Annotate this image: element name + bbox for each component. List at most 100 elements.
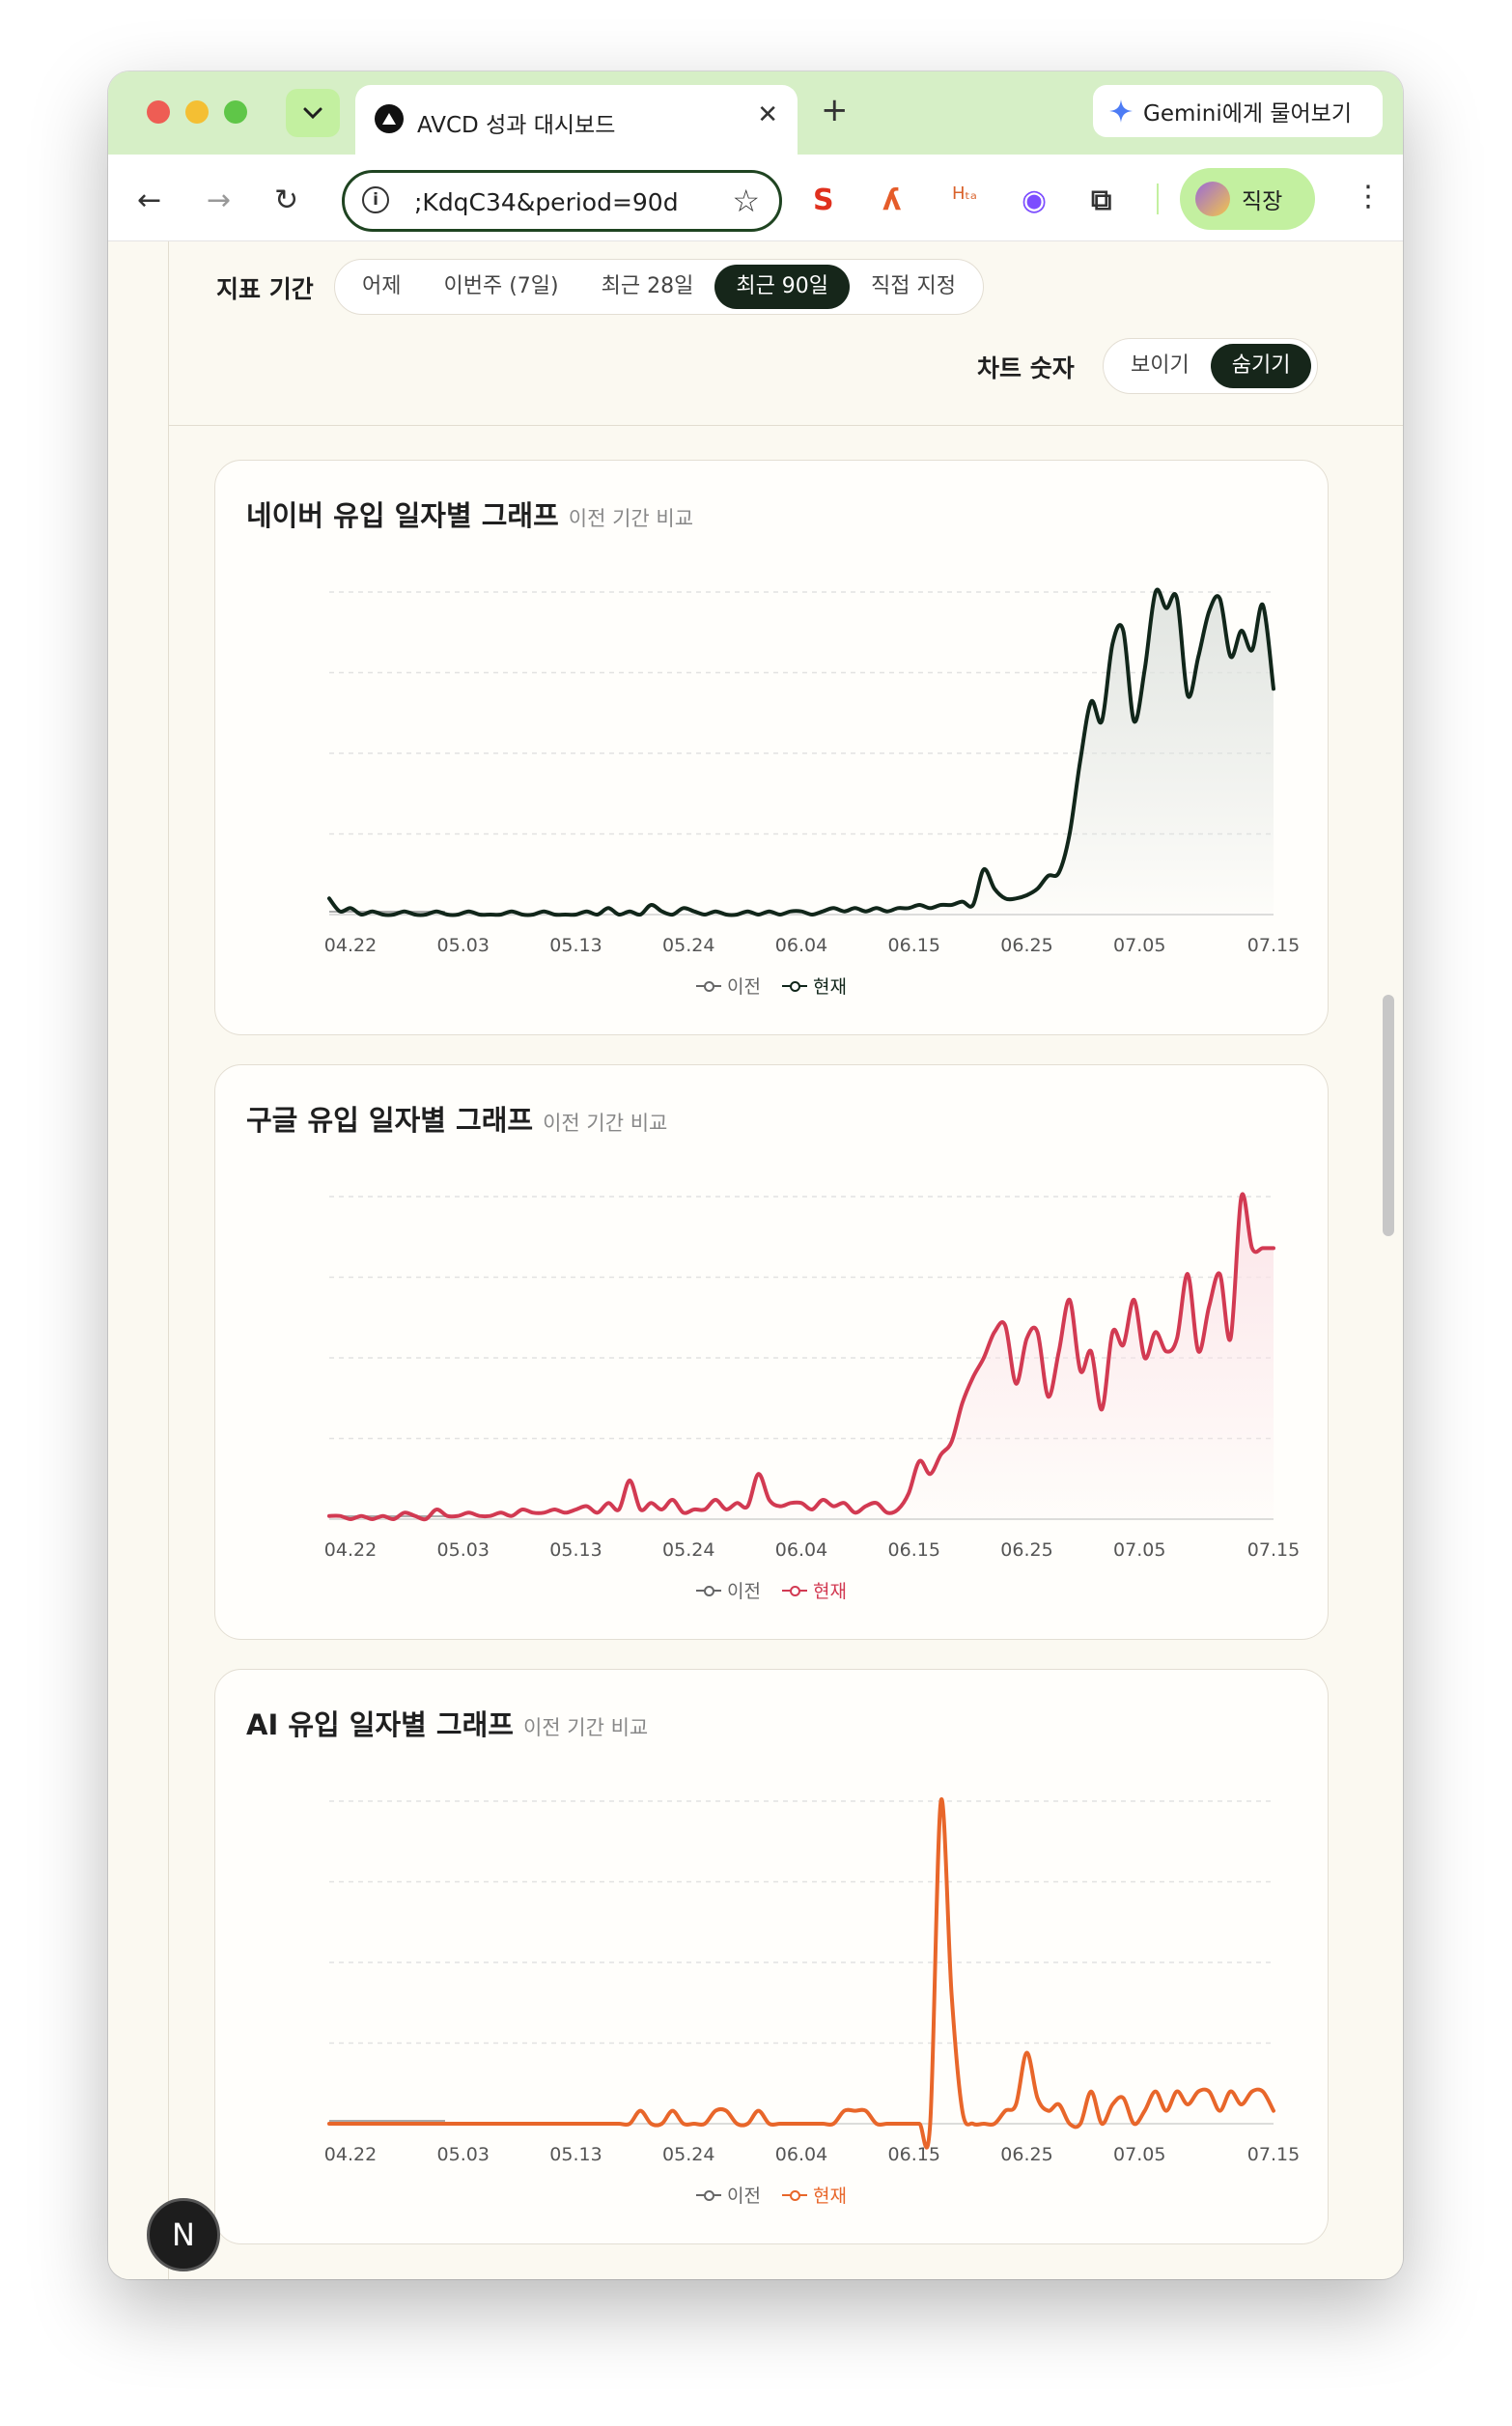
reload-button[interactable]: ↻ <box>274 183 299 217</box>
legend-current-label: 현재 <box>813 1581 847 1602</box>
legend-previous-label: 이전 <box>727 976 761 998</box>
x-tick-label: 05.13 <box>549 2144 602 2165</box>
chart-numbers-show[interactable]: 보이기 <box>1131 353 1190 378</box>
current-series-line <box>327 587 1275 917</box>
menu-kebab-icon[interactable]: ⋮ <box>1354 180 1383 213</box>
close-window-button[interactable] <box>147 100 170 124</box>
toolbar-divider <box>1157 183 1159 214</box>
gemini-sparkle-icon <box>1109 99 1133 123</box>
x-tick-label: 06.15 <box>888 2144 940 2165</box>
sidebar-divider <box>168 241 169 2279</box>
x-tick-label: 05.03 <box>437 2144 490 2165</box>
seo-extension-icon[interactable]: S <box>813 183 834 217</box>
ai-chart: 04.22 05.03 05.13 05.24 06.04 06.15 06.25 07.05… <box>324 1796 1300 2165</box>
gemini-button[interactable]: Gemini에게 물어보기 <box>1093 85 1383 137</box>
period-option-90-days[interactable]: 최근 90일 <box>714 265 851 309</box>
chart-title: 네이버 유입 일자별 그래프 이전 기간 비교 <box>246 494 693 534</box>
avatar <box>1195 182 1230 216</box>
x-tick-label: 07.15 <box>1247 2144 1300 2165</box>
brush-extension-icon[interactable]: ʎ <box>882 183 902 217</box>
x-tick-label: 04.22 <box>324 2144 377 2165</box>
x-tick-label: 05.03 <box>437 935 490 956</box>
chart-subtitle: 이전 기간 비교 <box>543 1112 668 1135</box>
period-option-28-days[interactable]: 최근 28일 <box>601 274 694 298</box>
title-bar: AVCD 성과 대시보드 ✕ + Gemini에게 물어보기 <box>108 71 1403 155</box>
google-chart: 04.22 05.03 05.13 05.24 06.04 06.15 06.25 07.05… <box>324 1192 1300 1561</box>
legend-current-label: 현재 <box>813 2186 847 2207</box>
scrollbar-thumb[interactable] <box>1383 995 1394 1236</box>
chart-title-text: 구글 유입 일자별 그래프 <box>246 1104 534 1137</box>
gemini-label: Gemini에게 물어보기 <box>1143 101 1353 127</box>
color-picker-extension-icon[interactable]: ◉ <box>1022 183 1048 217</box>
back-button[interactable]: ← <box>137 183 162 217</box>
x-tick-label: 06.25 <box>1000 2144 1052 2165</box>
chart-legend: 이전 현재 <box>215 2182 1328 2208</box>
chart-legend: 이전 현재 <box>215 973 1328 999</box>
chart-numbers-hide[interactable]: 숨기기 <box>1210 344 1312 388</box>
x-tick-label: 04.22 <box>324 1539 377 1561</box>
page-content: 지표 기간 어제 이번주 (7일) 최근 28일 최근 90일 직접 지정 차트… <box>108 241 1403 2279</box>
forward-button[interactable]: → <box>207 183 232 217</box>
tab-close-icon[interactable]: ✕ <box>757 100 778 129</box>
legend-previous[interactable]: 이전 <box>696 2182 761 2208</box>
zoom-window-button[interactable] <box>224 100 247 124</box>
x-tick-label: 07.15 <box>1247 1539 1300 1561</box>
naver-chart: 04.22 05.03 05.13 05.24 06.04 06.15 06.25 07.05… <box>324 587 1300 956</box>
bookmark-star-icon[interactable]: ☆ <box>732 183 760 219</box>
x-tick-label: 06.15 <box>888 935 940 956</box>
htag-extension-icon[interactable]: Hₜₐ <box>952 183 977 204</box>
current-series-line <box>327 1796 1275 2150</box>
puzzle-extension-icon[interactable]: ⧉ <box>1091 183 1112 217</box>
legend-previous-marker <box>696 980 722 992</box>
chart-numbers-toggle: 보이기 숨기기 <box>1103 338 1319 394</box>
legend-current[interactable]: 현재 <box>782 2182 847 2208</box>
x-tick-label: 05.24 <box>662 2144 714 2165</box>
naver-chart-card: 네이버 유입 일자별 그래프 이전 기간 비교 04.22 05.03 05.13 05… <box>214 460 1329 1035</box>
legend-current-marker <box>782 2189 807 2201</box>
ai-chart-card: AI 유입 일자별 그래프 이전 기간 비교 04.22 05.03 05.13 05.… <box>214 1669 1329 2244</box>
x-tick-label: 05.13 <box>549 935 602 956</box>
period-option-this-week[interactable]: 이번주 (7일) <box>443 274 559 298</box>
legend-previous[interactable]: 이전 <box>696 973 761 999</box>
period-segmented-control: 어제 이번주 (7일) 최근 28일 최근 90일 직접 지정 <box>334 259 985 315</box>
x-tick-label: 05.13 <box>549 1539 602 1561</box>
profile-button[interactable]: 직장 <box>1180 168 1315 230</box>
address-bar[interactable]: i ​;KdqC34&period=90d ☆ <box>342 170 782 232</box>
google-chart-card: 구글 유입 일자별 그래프 이전 기간 비교 04.22 05.03 05.13 05.… <box>214 1064 1329 1640</box>
current-series-line <box>327 1192 1275 1522</box>
x-tick-label: 05.24 <box>662 1539 714 1561</box>
site-info-icon[interactable]: i <box>362 186 389 213</box>
legend-previous-marker <box>696 2189 722 2201</box>
x-tick-label: 06.04 <box>775 935 827 956</box>
x-tick-label: 06.15 <box>888 1539 940 1561</box>
legend-previous[interactable]: 이전 <box>696 1577 761 1603</box>
legend-current[interactable]: 현재 <box>782 1577 847 1603</box>
new-tab-button[interactable]: + <box>821 91 849 129</box>
legend-current-marker <box>782 1585 807 1596</box>
tab-title: AVCD 성과 대시보드 <box>417 113 616 138</box>
x-tick-label: 07.05 <box>1113 1539 1165 1561</box>
nextjs-dev-badge[interactable]: N <box>147 2198 220 2271</box>
legend-current-label: 현재 <box>813 976 847 998</box>
x-tick-label: 06.04 <box>775 2144 827 2165</box>
period-filter-label: 지표 기간 <box>216 275 314 303</box>
legend-previous-marker <box>696 1585 722 1596</box>
chart-title: AI 유입 일자별 그래프 이전 기간 비교 <box>246 1703 648 1743</box>
tab-search-button[interactable] <box>286 89 340 137</box>
period-option-custom[interactable]: 직접 지정 <box>871 274 957 298</box>
current-series-area <box>329 1194 1274 1520</box>
browser-tab[interactable]: AVCD 성과 대시보드 ✕ <box>355 85 798 155</box>
toolbar: ← → ↻ i ​;KdqC34&period=90d ☆ S ʎ Hₜₐ ◉ … <box>108 155 1403 241</box>
triangle-logo-icon <box>375 104 404 133</box>
minimize-window-button[interactable] <box>185 100 209 124</box>
x-tick-label: 05.03 <box>437 1539 490 1561</box>
period-option-yesterday[interactable]: 어제 <box>362 274 402 298</box>
chart-legend: 이전 현재 <box>215 1577 1328 1603</box>
chevron-down-icon <box>303 107 322 120</box>
url-text[interactable]: ​;KdqC34&period=90d <box>414 188 679 216</box>
x-tick-label: 06.04 <box>775 1539 827 1561</box>
browser-window: AVCD 성과 대시보드 ✕ + Gemini에게 물어보기 ← → ↻ i ​… <box>108 71 1403 2279</box>
x-tick-label: 07.05 <box>1113 2144 1165 2165</box>
profile-name: 직장 <box>1242 189 1283 214</box>
legend-current[interactable]: 현재 <box>782 973 847 999</box>
